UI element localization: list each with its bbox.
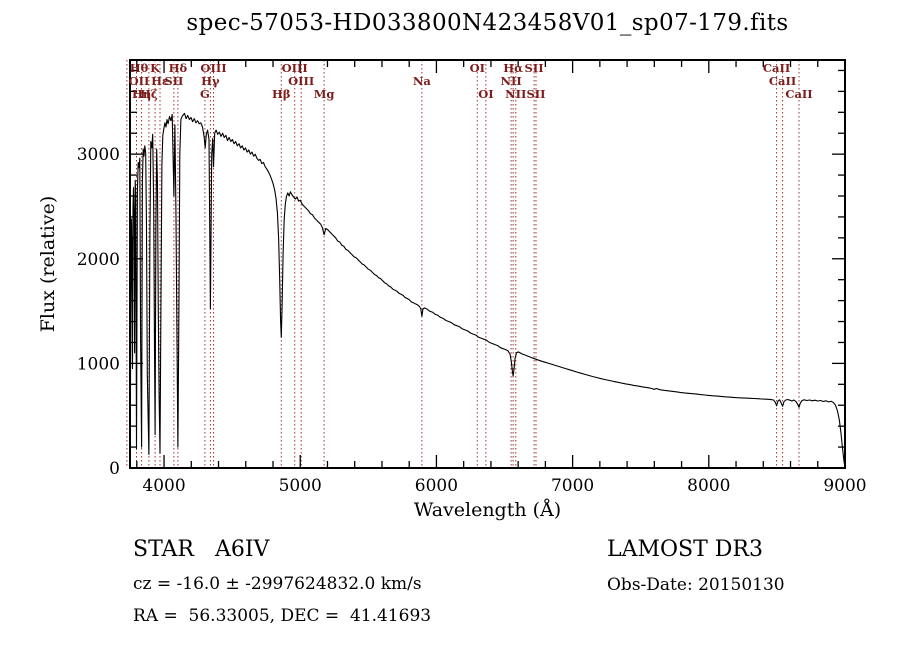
line-label-Hδ: Hδ [169, 61, 188, 75]
x-tick-label: 9000 [823, 476, 866, 496]
line-label-CaII: CaII [763, 61, 790, 75]
x-tick-label: 8000 [687, 476, 730, 496]
x-tick-label: 4000 [142, 476, 185, 496]
line-label-CaII: CaII [769, 74, 796, 88]
line-label-Hη: Hη [132, 87, 151, 101]
y-tick-label: 2000 [77, 250, 120, 270]
survey-release: LAMOST DR3 [607, 537, 763, 562]
line-label-Hβ: Hβ [272, 87, 291, 101]
line-label-SII: SII [164, 74, 183, 88]
x-tick-label: 5000 [279, 476, 322, 496]
x-axis-label: Wavelength (Å) [413, 499, 562, 521]
line-label-OI: OI [470, 61, 485, 75]
line-label-OIII: OIII [288, 74, 314, 88]
line-label-OII: OII [129, 74, 150, 88]
line-label-OI: OI [478, 87, 493, 101]
line-label-Hε: Hε [151, 74, 169, 88]
spectrum-curve [129, 112, 846, 468]
line-label-Hα: Hα [503, 61, 523, 75]
line-label-K: K [150, 61, 161, 75]
line-label-G: G [200, 87, 210, 101]
observation-date: Obs-Date: 20150130 [607, 575, 785, 595]
figure-title: spec-57053-HD033800N423458V01_sp07-179.f… [186, 10, 789, 36]
x-tick-label: 6000 [415, 476, 458, 496]
x-tick-label: 7000 [551, 476, 594, 496]
line-label-CaII: CaII [785, 87, 812, 101]
line-label-Hγ: Hγ [201, 74, 220, 88]
line-label-SII: SII [526, 87, 545, 101]
line-label-NII: NII [500, 74, 521, 88]
ra-dec-coordinates: RA = 56.33005, DEC = 41.41693 [133, 606, 432, 626]
redshift-velocity: cz = -16.0 ± -2997624832.0 km/s [133, 574, 422, 594]
y-tick-label: 0 [109, 459, 120, 479]
object-classification: STAR A6IV [133, 537, 270, 562]
line-label-Hζ: Hζ [140, 87, 158, 101]
plot-frame [129, 59, 846, 469]
line-label-OIII: OIII [200, 61, 226, 75]
line-label-SII: SII [525, 61, 544, 75]
y-tick-label: 1000 [77, 354, 120, 374]
line-label-Na: Na [413, 74, 432, 88]
line-label-Mg: Mg [314, 87, 335, 101]
line-label-Hθ: Hθ [130, 61, 149, 75]
y-tick-label: 3000 [77, 145, 120, 165]
line-label-OIII: OIII [282, 61, 308, 75]
line-label-NII: NII [505, 87, 526, 101]
